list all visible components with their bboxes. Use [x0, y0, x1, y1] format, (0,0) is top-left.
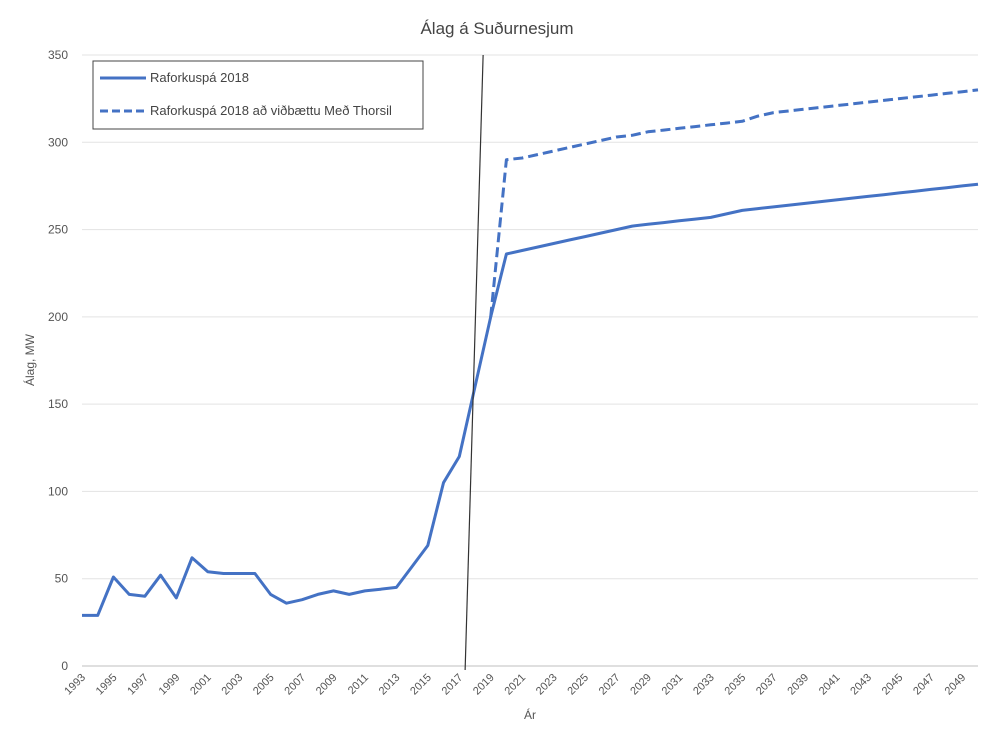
- x-tick-label: 1993: [62, 672, 88, 698]
- x-tick-label: 1995: [94, 672, 120, 698]
- y-tick-label: 0: [61, 659, 68, 673]
- chart-legend: Raforkuspá 2018 Raforkuspá 2018 að viðbæ…: [92, 60, 424, 130]
- x-tick-label: 2027: [597, 672, 623, 698]
- legend-box: [92, 60, 424, 130]
- x-tick-label: 2037: [754, 672, 780, 698]
- x-tick-label: 2007: [282, 672, 308, 698]
- y-axis-label: Álag, MW: [22, 333, 37, 386]
- x-tick-label: 2045: [880, 672, 906, 698]
- x-tick-label: 2023: [534, 672, 560, 698]
- x-tick-label: 2021: [502, 672, 528, 698]
- x-tick-label: 2005: [251, 672, 277, 698]
- y-tick-label: 50: [55, 572, 69, 586]
- x-tick-label: 1997: [125, 672, 151, 698]
- x-tick-label: 2031: [660, 672, 686, 698]
- x-tick-label: 2019: [471, 672, 497, 698]
- x-tick-label: 2003: [220, 672, 246, 698]
- y-tick-label: 350: [48, 48, 68, 62]
- x-tick-label: 1999: [157, 672, 183, 698]
- current-year-divider-line: [464, 54, 484, 671]
- x-tick-label: 2047: [911, 672, 937, 698]
- x-tick-label: 2011: [346, 672, 371, 697]
- x-axis-ticks: 1993 1995 1997 1999 2001 2003 2005 2007 2009 2011…: [62, 672, 968, 698]
- grid-lines: [82, 54, 978, 667]
- x-tick-label: 2017: [440, 672, 466, 698]
- x-tick-label: 2041: [817, 672, 843, 698]
- x-tick-label: 2001: [188, 672, 214, 698]
- legend-label-forecast: Raforkuspá 2018: [150, 70, 249, 85]
- y-tick-label: 150: [48, 397, 68, 411]
- y-tick-label: 100: [48, 484, 68, 498]
- y-tick-label: 200: [48, 310, 68, 324]
- x-tick-label: 2039: [785, 672, 811, 698]
- x-tick-label: 2029: [628, 672, 654, 698]
- x-tick-label: 2025: [565, 672, 591, 698]
- series-line-forecast: [82, 182, 979, 617]
- legend-label-forecast-thorsil: Raforkuspá 2018 að viðbættu Með Thorsil: [150, 103, 392, 118]
- x-axis-label: Ár: [524, 707, 536, 722]
- x-tick-label: 2013: [377, 672, 403, 698]
- series-line-forecast-thorsil: [489, 88, 979, 318]
- y-tick-label: 250: [48, 223, 68, 237]
- x-tick-label: 2049: [943, 672, 969, 698]
- x-tick-label: 2043: [848, 672, 874, 698]
- series-lines: [82, 88, 979, 617]
- x-tick-label: 2015: [408, 672, 434, 698]
- y-axis-ticks: 0 50 100 150 200 250 300 350: [48, 48, 68, 673]
- y-tick-label: 300: [48, 135, 68, 149]
- chart-title: Álag á Suðurnesjum: [420, 19, 574, 38]
- x-tick-label: 2009: [314, 672, 340, 698]
- x-tick-label: 2035: [723, 672, 749, 698]
- x-tick-label: 2033: [691, 672, 717, 698]
